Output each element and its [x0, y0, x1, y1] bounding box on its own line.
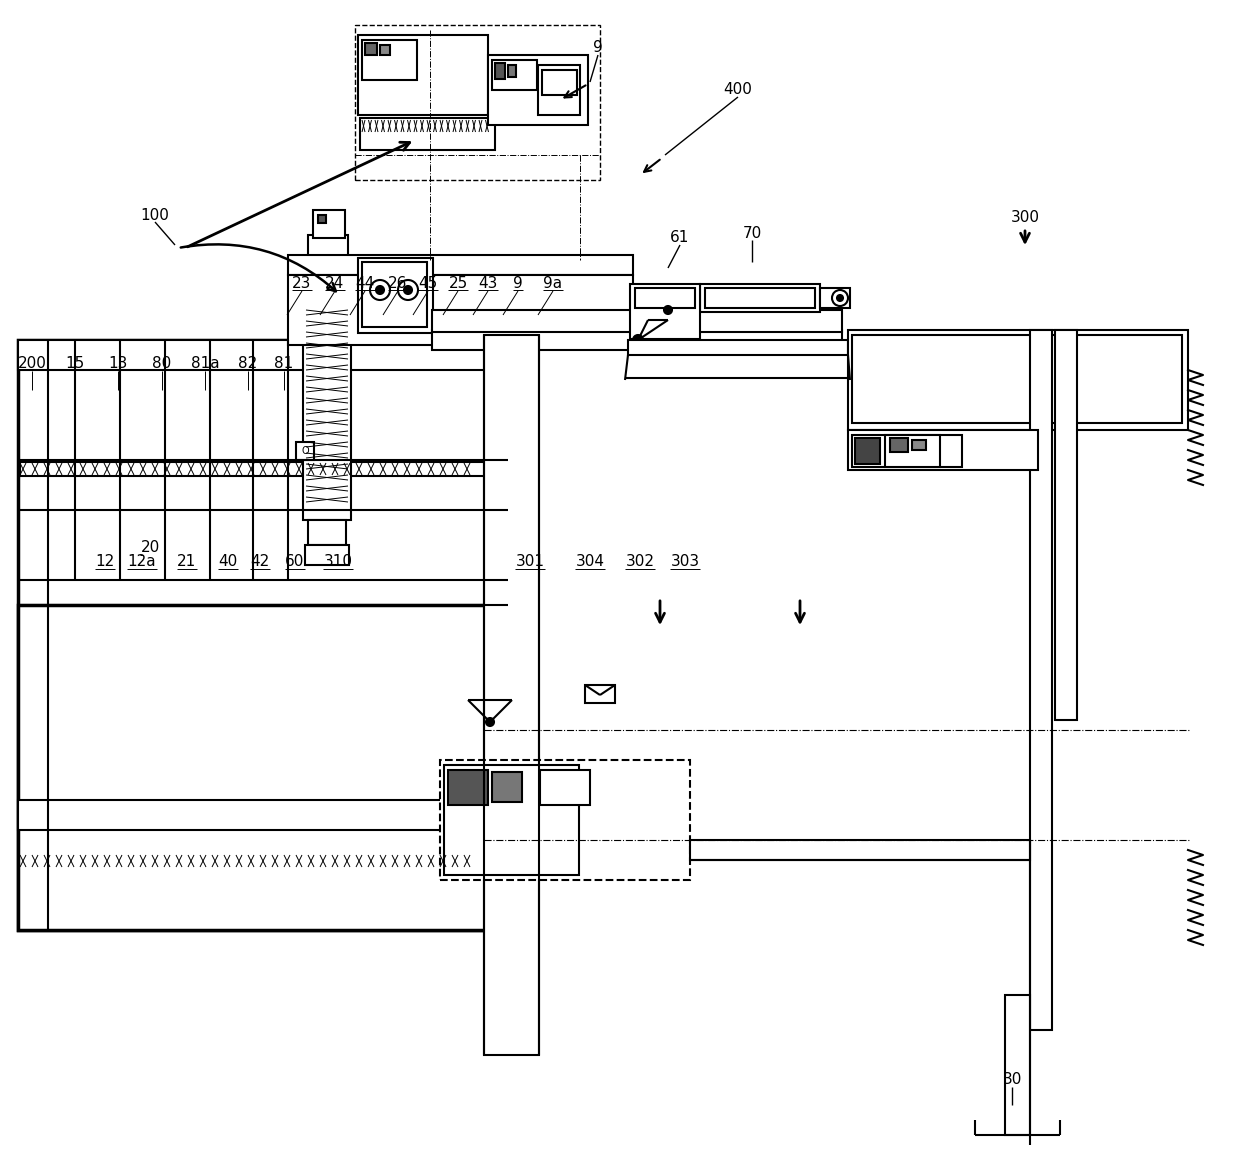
Bar [291, 260, 365, 305]
Text: 9: 9 [593, 41, 603, 56]
Text: 40: 40 [218, 554, 238, 570]
Bar [444, 764, 579, 875]
Bar [492, 60, 537, 90]
Bar [539, 770, 590, 805]
Bar [856, 438, 880, 464]
Text: 44: 44 [356, 276, 374, 290]
Bar [852, 435, 962, 467]
Circle shape [663, 306, 672, 314]
Bar [358, 35, 489, 115]
Text: 21: 21 [177, 554, 197, 570]
Text: 24: 24 [325, 276, 345, 290]
Bar [508, 65, 516, 77]
Bar [489, 55, 588, 125]
Bar [495, 63, 505, 79]
Text: 200: 200 [17, 355, 46, 370]
Text: 26: 26 [388, 276, 408, 290]
Bar [355, 26, 600, 180]
Bar [440, 760, 689, 880]
Bar [1055, 329, 1078, 720]
Bar [288, 275, 632, 345]
Circle shape [486, 718, 494, 726]
Text: 45: 45 [418, 276, 438, 290]
Bar [542, 70, 577, 95]
Bar [19, 340, 508, 370]
Bar [288, 255, 632, 275]
Text: 30: 30 [1002, 1073, 1022, 1088]
Bar [317, 215, 326, 223]
Bar [689, 840, 1030, 860]
Bar [701, 284, 820, 312]
Bar [492, 773, 522, 802]
Bar [706, 288, 815, 309]
Bar [448, 770, 489, 805]
Bar [538, 65, 580, 115]
Text: 61: 61 [671, 231, 689, 246]
Bar [432, 310, 842, 332]
Circle shape [632, 335, 644, 345]
Bar [585, 686, 615, 703]
Bar [1030, 329, 1052, 1030]
Bar [19, 340, 508, 930]
Bar [484, 335, 539, 1054]
Text: 23: 23 [293, 276, 311, 290]
Circle shape [404, 287, 412, 293]
Bar [852, 335, 1182, 423]
Text: O: O [301, 445, 309, 456]
Text: 80: 80 [153, 355, 171, 370]
Bar [362, 262, 427, 327]
Bar [379, 45, 391, 55]
Bar [20, 854, 486, 868]
Text: 25: 25 [449, 276, 467, 290]
Bar [848, 329, 1188, 430]
Bar [432, 329, 842, 350]
Text: 303: 303 [671, 554, 699, 570]
Bar [635, 288, 694, 309]
Circle shape [376, 287, 384, 293]
Bar [848, 430, 1038, 470]
Bar [296, 442, 314, 461]
Bar [820, 288, 849, 309]
Text: 9: 9 [513, 276, 523, 290]
Text: 81: 81 [274, 355, 294, 370]
Text: 15: 15 [66, 355, 84, 370]
Text: 42: 42 [250, 554, 269, 570]
Text: 43: 43 [479, 276, 497, 290]
Bar [911, 440, 926, 450]
Bar [305, 545, 348, 565]
Text: 302: 302 [625, 554, 655, 570]
Bar [308, 235, 348, 264]
Bar [358, 258, 433, 333]
Bar [308, 520, 346, 545]
Bar [627, 340, 848, 355]
Text: 12a: 12a [128, 554, 156, 570]
Text: 100: 100 [140, 208, 170, 223]
Text: 400: 400 [724, 82, 753, 97]
Bar [19, 800, 508, 831]
Text: 9a: 9a [543, 276, 563, 290]
Bar [630, 284, 701, 339]
Text: 60: 60 [285, 554, 305, 570]
Text: 81a: 81a [191, 355, 219, 370]
Bar [890, 438, 908, 452]
Bar [1004, 995, 1030, 1134]
Bar [312, 210, 345, 238]
Circle shape [837, 295, 843, 300]
Text: 20: 20 [140, 541, 160, 556]
Text: 82: 82 [238, 355, 258, 370]
Bar [20, 462, 486, 476]
Text: 300: 300 [1011, 210, 1039, 225]
Bar [360, 118, 495, 150]
Text: 12: 12 [95, 554, 114, 570]
Text: 301: 301 [516, 554, 544, 570]
Text: 13: 13 [108, 355, 128, 370]
Bar [885, 435, 940, 467]
Bar [362, 39, 417, 80]
Bar [365, 43, 377, 55]
Text: 310: 310 [324, 554, 352, 570]
Bar [19, 606, 508, 930]
Text: 304: 304 [575, 554, 605, 570]
Bar [303, 300, 351, 520]
Text: 70: 70 [743, 225, 761, 240]
